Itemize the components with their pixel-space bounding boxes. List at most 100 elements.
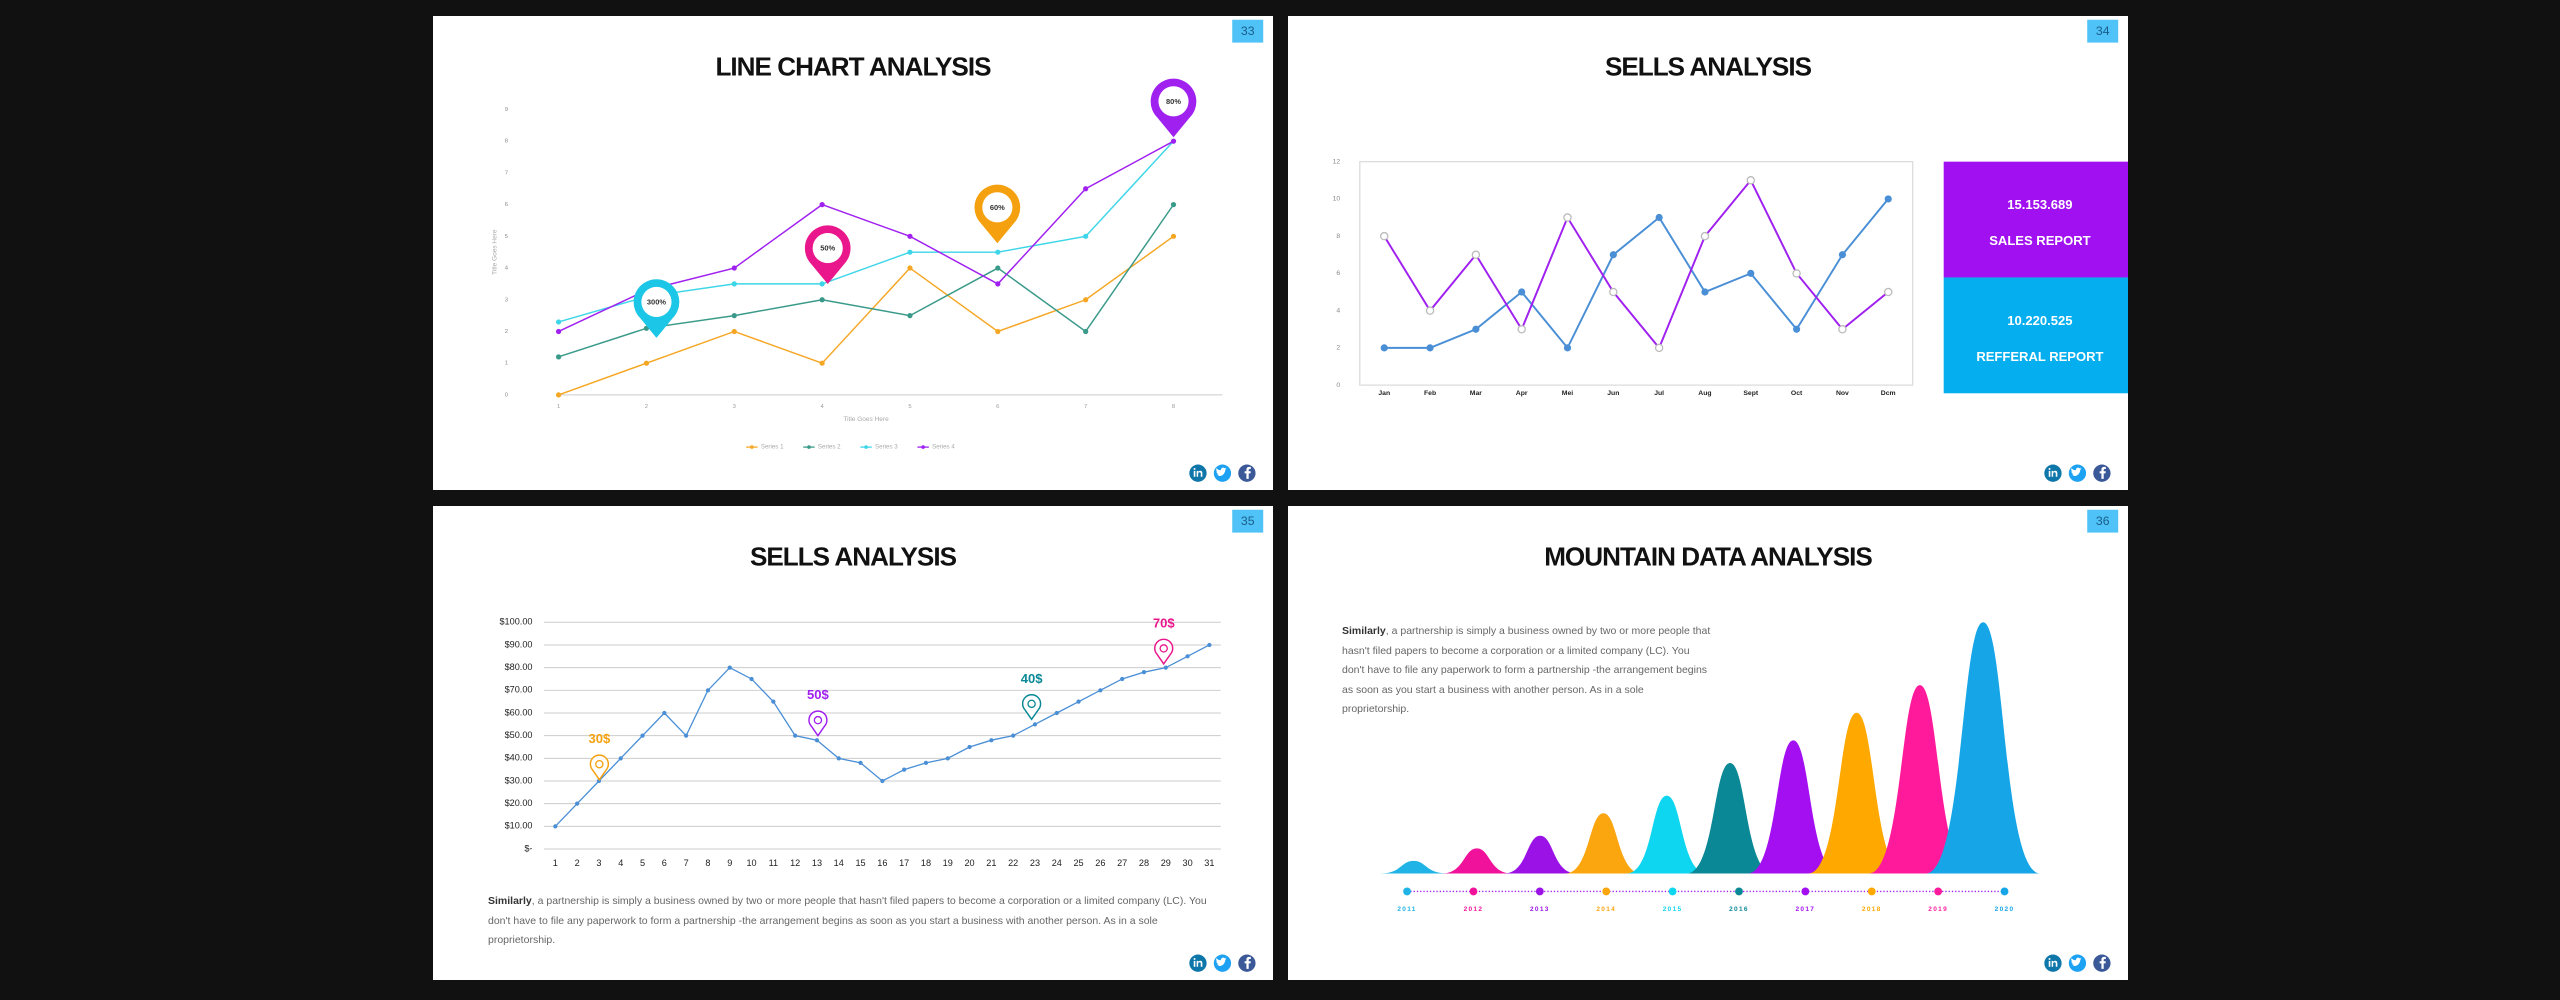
data-point: [1011, 733, 1016, 738]
annotation-pin-inner: [813, 715, 823, 725]
paragraph-text: , a partnership is simply a business own…: [488, 895, 1207, 946]
y-tick-label: 1: [505, 361, 508, 367]
data-point: [643, 360, 650, 366]
x-tick-label: 15: [855, 858, 865, 868]
annotation-label: 30$: [588, 731, 610, 746]
x-tick-label: Jul: [1654, 390, 1664, 397]
data-point: [1655, 213, 1663, 222]
x-tick-label: 2: [575, 858, 580, 868]
x-tick-label: 1: [557, 404, 560, 410]
data-point: [1170, 202, 1177, 208]
data-point: [902, 767, 907, 772]
legend-swatch: [807, 445, 811, 449]
chart: 33 LINE CHART ANALYSIS 0 1 2 3 4 5 6 7 8 9 1 2 3 4 5 6 7 8 T…: [492, 19, 1264, 482]
mountain: [1626, 795, 1707, 874]
data-point: [555, 328, 562, 335]
x-tick-label: 31: [1204, 858, 1214, 868]
data-point: [995, 328, 1001, 335]
data-point: [1517, 325, 1526, 334]
annotation-pin-inner: [1158, 86, 1189, 117]
slide-title: LINE CHART ANALYSIS: [715, 52, 991, 82]
x-tick-label: 6: [662, 858, 667, 868]
data-point: [1083, 297, 1089, 303]
data-point: [1609, 287, 1618, 297]
data-point: [923, 760, 929, 765]
y-tick-label: 5: [505, 234, 509, 240]
data-point: [907, 265, 913, 271]
icon-glyph: [2048, 467, 2051, 470]
x-tick-label: Apr: [1516, 390, 1528, 397]
mountain: [1808, 712, 1905, 874]
icon-glyph: [1215, 467, 1227, 477]
chart: 34 SELLS ANALYSIS 0 2 4 6 8 10 12 Jan Feb Mar Apr Mei…: [1333, 19, 2128, 482]
x-tick-label: Jun: [1607, 390, 1619, 397]
data-point: [1518, 288, 1526, 296]
icon-glyph: [2070, 467, 2082, 477]
paragraph: Similarly, a partnership is simply a bus…: [488, 892, 1223, 951]
x-tick-label: Dcm: [1881, 390, 1896, 397]
x-tick-label: Sept: [1743, 390, 1759, 397]
icon-glyph: [1193, 957, 1196, 960]
report-value: 10.220.525: [2007, 313, 2072, 328]
data-point: [1207, 642, 1212, 648]
data-point: [814, 738, 820, 743]
icon-glyph: [2051, 470, 2058, 477]
data-point: [819, 202, 825, 208]
year-label: 2016: [1729, 906, 1749, 913]
data-point: [1884, 195, 1892, 203]
x-tick-label: 22: [1008, 858, 1018, 868]
year-label: 2020: [1995, 906, 2015, 913]
icon-glyph: [1193, 467, 1196, 470]
report-label: REFFERAL REPORT: [1976, 349, 2103, 364]
paragraph-lead: Similarly: [488, 895, 532, 907]
data-point: [1747, 269, 1755, 277]
plot-frame: [1359, 161, 1914, 386]
mountain: [1868, 685, 1971, 874]
data-point: [1838, 325, 1847, 334]
legend-label: Series 4: [932, 444, 955, 451]
x-tick-label: Feb: [1424, 390, 1436, 397]
x-tick-label: 1: [553, 858, 558, 868]
annotation-label: 70$: [1153, 615, 1175, 630]
legend-label: Series 1: [761, 444, 784, 451]
data-point: [1098, 688, 1103, 693]
annotation-label: 60%: [990, 203, 1005, 212]
data-point: [1746, 176, 1756, 185]
data-point: [1838, 251, 1847, 259]
icon-glyph: [2048, 957, 2051, 960]
x-tick-label: Mar: [1470, 390, 1483, 397]
x-tick-label: 28: [1139, 858, 1149, 868]
mountain: [1686, 762, 1774, 874]
x-tick-label: 17: [899, 858, 909, 868]
slide: 33 LINE CHART ANALYSIS 0 1 2 3 4 5 6 7 8 9 1 2 3 4 5 6 7 8 T…: [433, 16, 1273, 490]
icon-glyph: [2048, 470, 2051, 477]
x-tick-label: 21: [986, 858, 996, 868]
y-tick-label: 6: [505, 202, 508, 208]
x-tick-label: 13: [812, 858, 822, 868]
x-tick-label: Nov: [1836, 390, 1849, 397]
y-tick-label: 7: [505, 170, 508, 176]
x-tick-label: 18: [921, 858, 931, 868]
data-point: [731, 281, 737, 287]
x-axis-label: Title Goes Here: [843, 416, 889, 423]
x-tick-label: 8: [1172, 404, 1175, 410]
data-point: [1472, 325, 1480, 333]
annotation-pin-inner: [982, 192, 1013, 223]
slide-number-box: [1232, 19, 1264, 43]
y-tick-label: $40.00: [505, 753, 533, 763]
x-tick-label: 4: [820, 404, 824, 410]
paragraph-lead: Similarly: [1342, 625, 1386, 637]
year-label: 2012: [1464, 906, 1484, 913]
legend-swatch: [750, 445, 754, 449]
annotation-label: 50$: [807, 687, 829, 702]
series-line: [558, 235, 1174, 396]
x-tick-label: 8: [705, 858, 710, 868]
year-label: 2018: [1862, 906, 1882, 913]
data-point: [731, 313, 737, 319]
icon-glyph: [1196, 960, 1203, 967]
timeline-dot: [1535, 887, 1544, 896]
annotation-pin-inner: [812, 233, 843, 264]
data-point: [995, 281, 1001, 287]
data-point: [995, 265, 1001, 271]
data-point: [771, 699, 776, 704]
